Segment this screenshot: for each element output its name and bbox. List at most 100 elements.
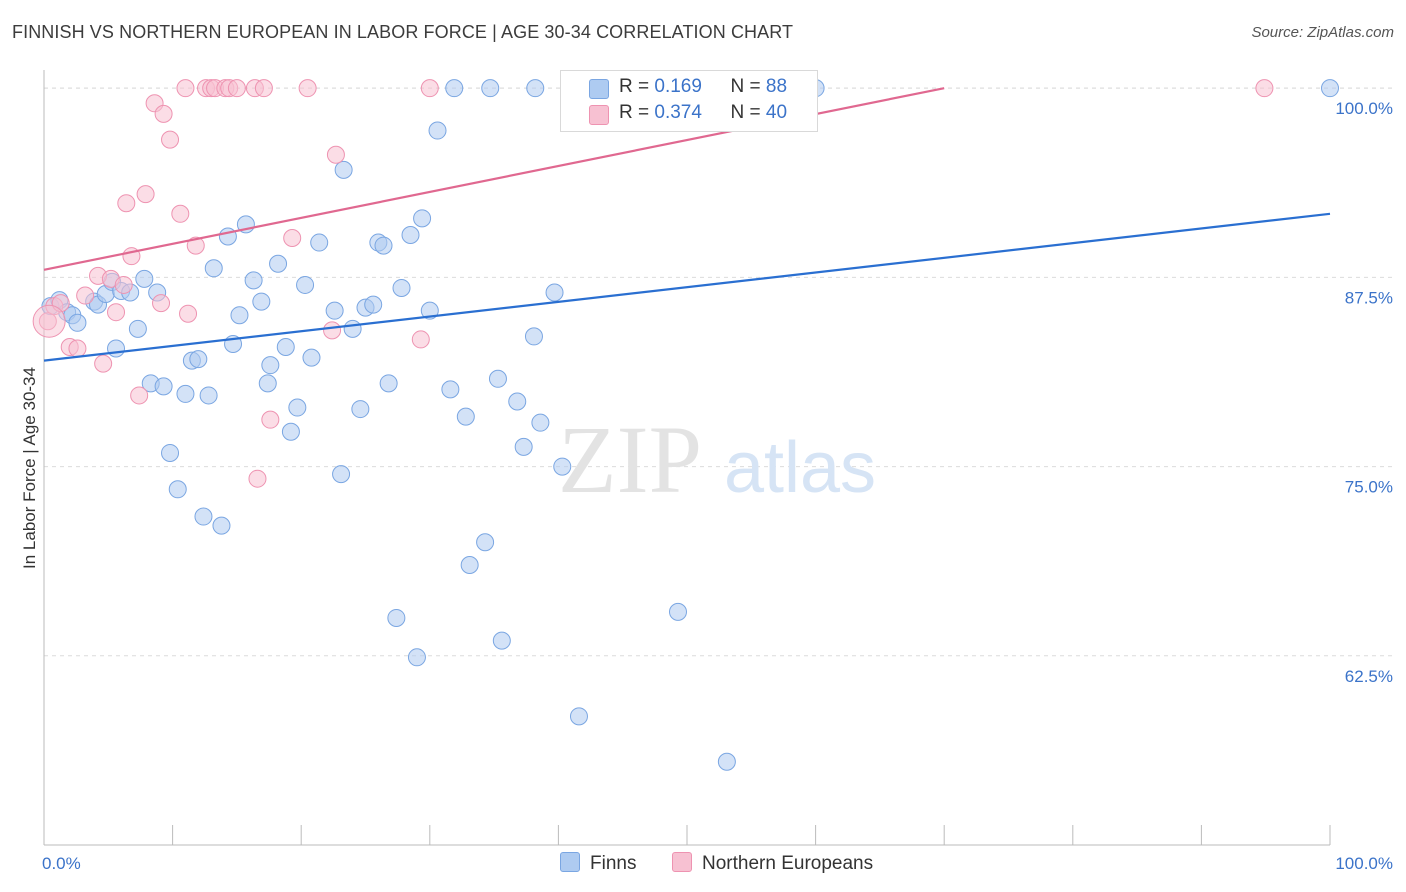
northern-point	[298, 79, 317, 98]
northern-point	[161, 130, 180, 149]
legend-finns-r-value: 0.169	[654, 76, 702, 97]
finns-point	[252, 292, 271, 311]
northern-point	[152, 294, 171, 313]
finns-point	[420, 301, 439, 320]
northern-point	[171, 204, 190, 223]
x-tick-label-min: 0.0%	[42, 854, 81, 873]
bottom-legend-northern-swatch	[672, 852, 692, 872]
finns-point	[374, 236, 393, 255]
finns-point	[189, 350, 208, 369]
finns-point	[107, 339, 126, 358]
finns-point	[531, 413, 550, 432]
finns-point	[476, 533, 495, 552]
finns-point	[364, 295, 383, 314]
finns-point	[456, 407, 475, 426]
legend-swatch-northern	[589, 105, 609, 125]
finns-point	[68, 313, 87, 332]
finns-point	[269, 254, 288, 273]
finns-point	[332, 465, 351, 484]
northern-point	[68, 339, 87, 358]
finns-point	[1321, 79, 1339, 98]
y-tick-label: 62.5%	[1345, 667, 1393, 686]
legend-finns-n-value: 88	[765, 76, 788, 97]
finns-point	[441, 380, 460, 399]
northern-point	[326, 145, 345, 164]
northern-point	[176, 79, 195, 98]
finns-point	[310, 233, 329, 252]
northern-point	[114, 275, 133, 294]
finns-point	[387, 608, 406, 627]
finns-point	[526, 79, 545, 98]
finns-trend-line	[43, 212, 1331, 362]
finns-point	[176, 384, 195, 403]
bottom-legend-finns-swatch	[560, 852, 580, 872]
northern-europeans-points	[32, 79, 1274, 488]
finns-point	[343, 319, 362, 338]
finns-point	[508, 392, 527, 411]
finns-point	[428, 121, 447, 140]
y-tick-label: 75.0%	[1345, 478, 1393, 497]
finns-point	[401, 225, 420, 244]
finns-point	[334, 160, 353, 179]
legend-northern-r-value: 0.374	[654, 102, 702, 123]
northern-point	[323, 321, 342, 340]
finns-point	[276, 338, 295, 357]
x-tick-label-max: 100.0%	[1335, 854, 1393, 873]
finns-point	[407, 648, 426, 667]
legend-finns-n-label: N =	[730, 76, 761, 97]
legend: R = 0.169 N = 88 R = 0.374 N = 40	[560, 70, 818, 132]
northern-point	[107, 303, 126, 322]
finns-point	[545, 283, 564, 302]
northern-point	[420, 79, 439, 98]
finns-point	[392, 278, 411, 297]
y-tick-label: 87.5%	[1345, 288, 1393, 307]
northern-point	[227, 79, 246, 98]
finns-point	[379, 374, 398, 393]
northern-point	[94, 354, 113, 373]
finns-point	[668, 602, 687, 621]
finns-point	[135, 269, 154, 288]
northern-point	[261, 410, 280, 429]
axes	[43, 70, 1331, 846]
bottom-legend-northern-label: Northern Europeans	[702, 853, 874, 874]
bottom-legend-northern: Northern Europeans	[672, 852, 873, 875]
finns-point	[351, 400, 370, 419]
northern-point	[117, 194, 136, 213]
finns-point	[514, 437, 533, 456]
finns-point	[553, 457, 572, 476]
northern-point	[1255, 79, 1274, 98]
finns-point	[199, 386, 218, 405]
finns-point	[168, 480, 187, 499]
watermark-zip: ZIP	[558, 406, 702, 513]
finns-point	[230, 306, 249, 325]
finns-point	[445, 79, 464, 98]
finns-point	[204, 259, 223, 278]
legend-swatch-finns	[589, 79, 609, 99]
tick-labels: 62.5% 75.0% 87.5% 100.0% 0.0% 100.0%	[42, 99, 1393, 873]
northern-point	[136, 185, 155, 204]
y-tick-label: 100.0%	[1335, 99, 1393, 118]
finns-point	[296, 275, 315, 294]
finns-point	[492, 631, 511, 650]
finns-point	[194, 507, 213, 526]
northern-point-cluster	[32, 304, 66, 338]
legend-finns-r-label: R =	[619, 76, 650, 97]
watermark-atlas: atlas	[724, 428, 876, 508]
northern-point	[154, 104, 173, 123]
finns-point	[481, 79, 500, 98]
gridlines	[44, 87, 1392, 657]
finns-point	[460, 555, 479, 574]
legend-row-northern: R = 0.374 N = 40	[619, 102, 787, 124]
northern-point	[179, 304, 198, 323]
northern-point	[186, 236, 205, 255]
finns-point	[288, 398, 307, 417]
finns-point	[325, 301, 344, 320]
finns-point	[717, 752, 736, 771]
source-label: Source: ZipAtlas.com	[1251, 24, 1394, 41]
finns-point	[154, 377, 173, 396]
finns-point	[212, 516, 231, 535]
bottom-legend-finns: Finns	[560, 852, 636, 875]
legend-northern-n-value: 40	[765, 102, 788, 123]
finns-point	[524, 327, 543, 346]
